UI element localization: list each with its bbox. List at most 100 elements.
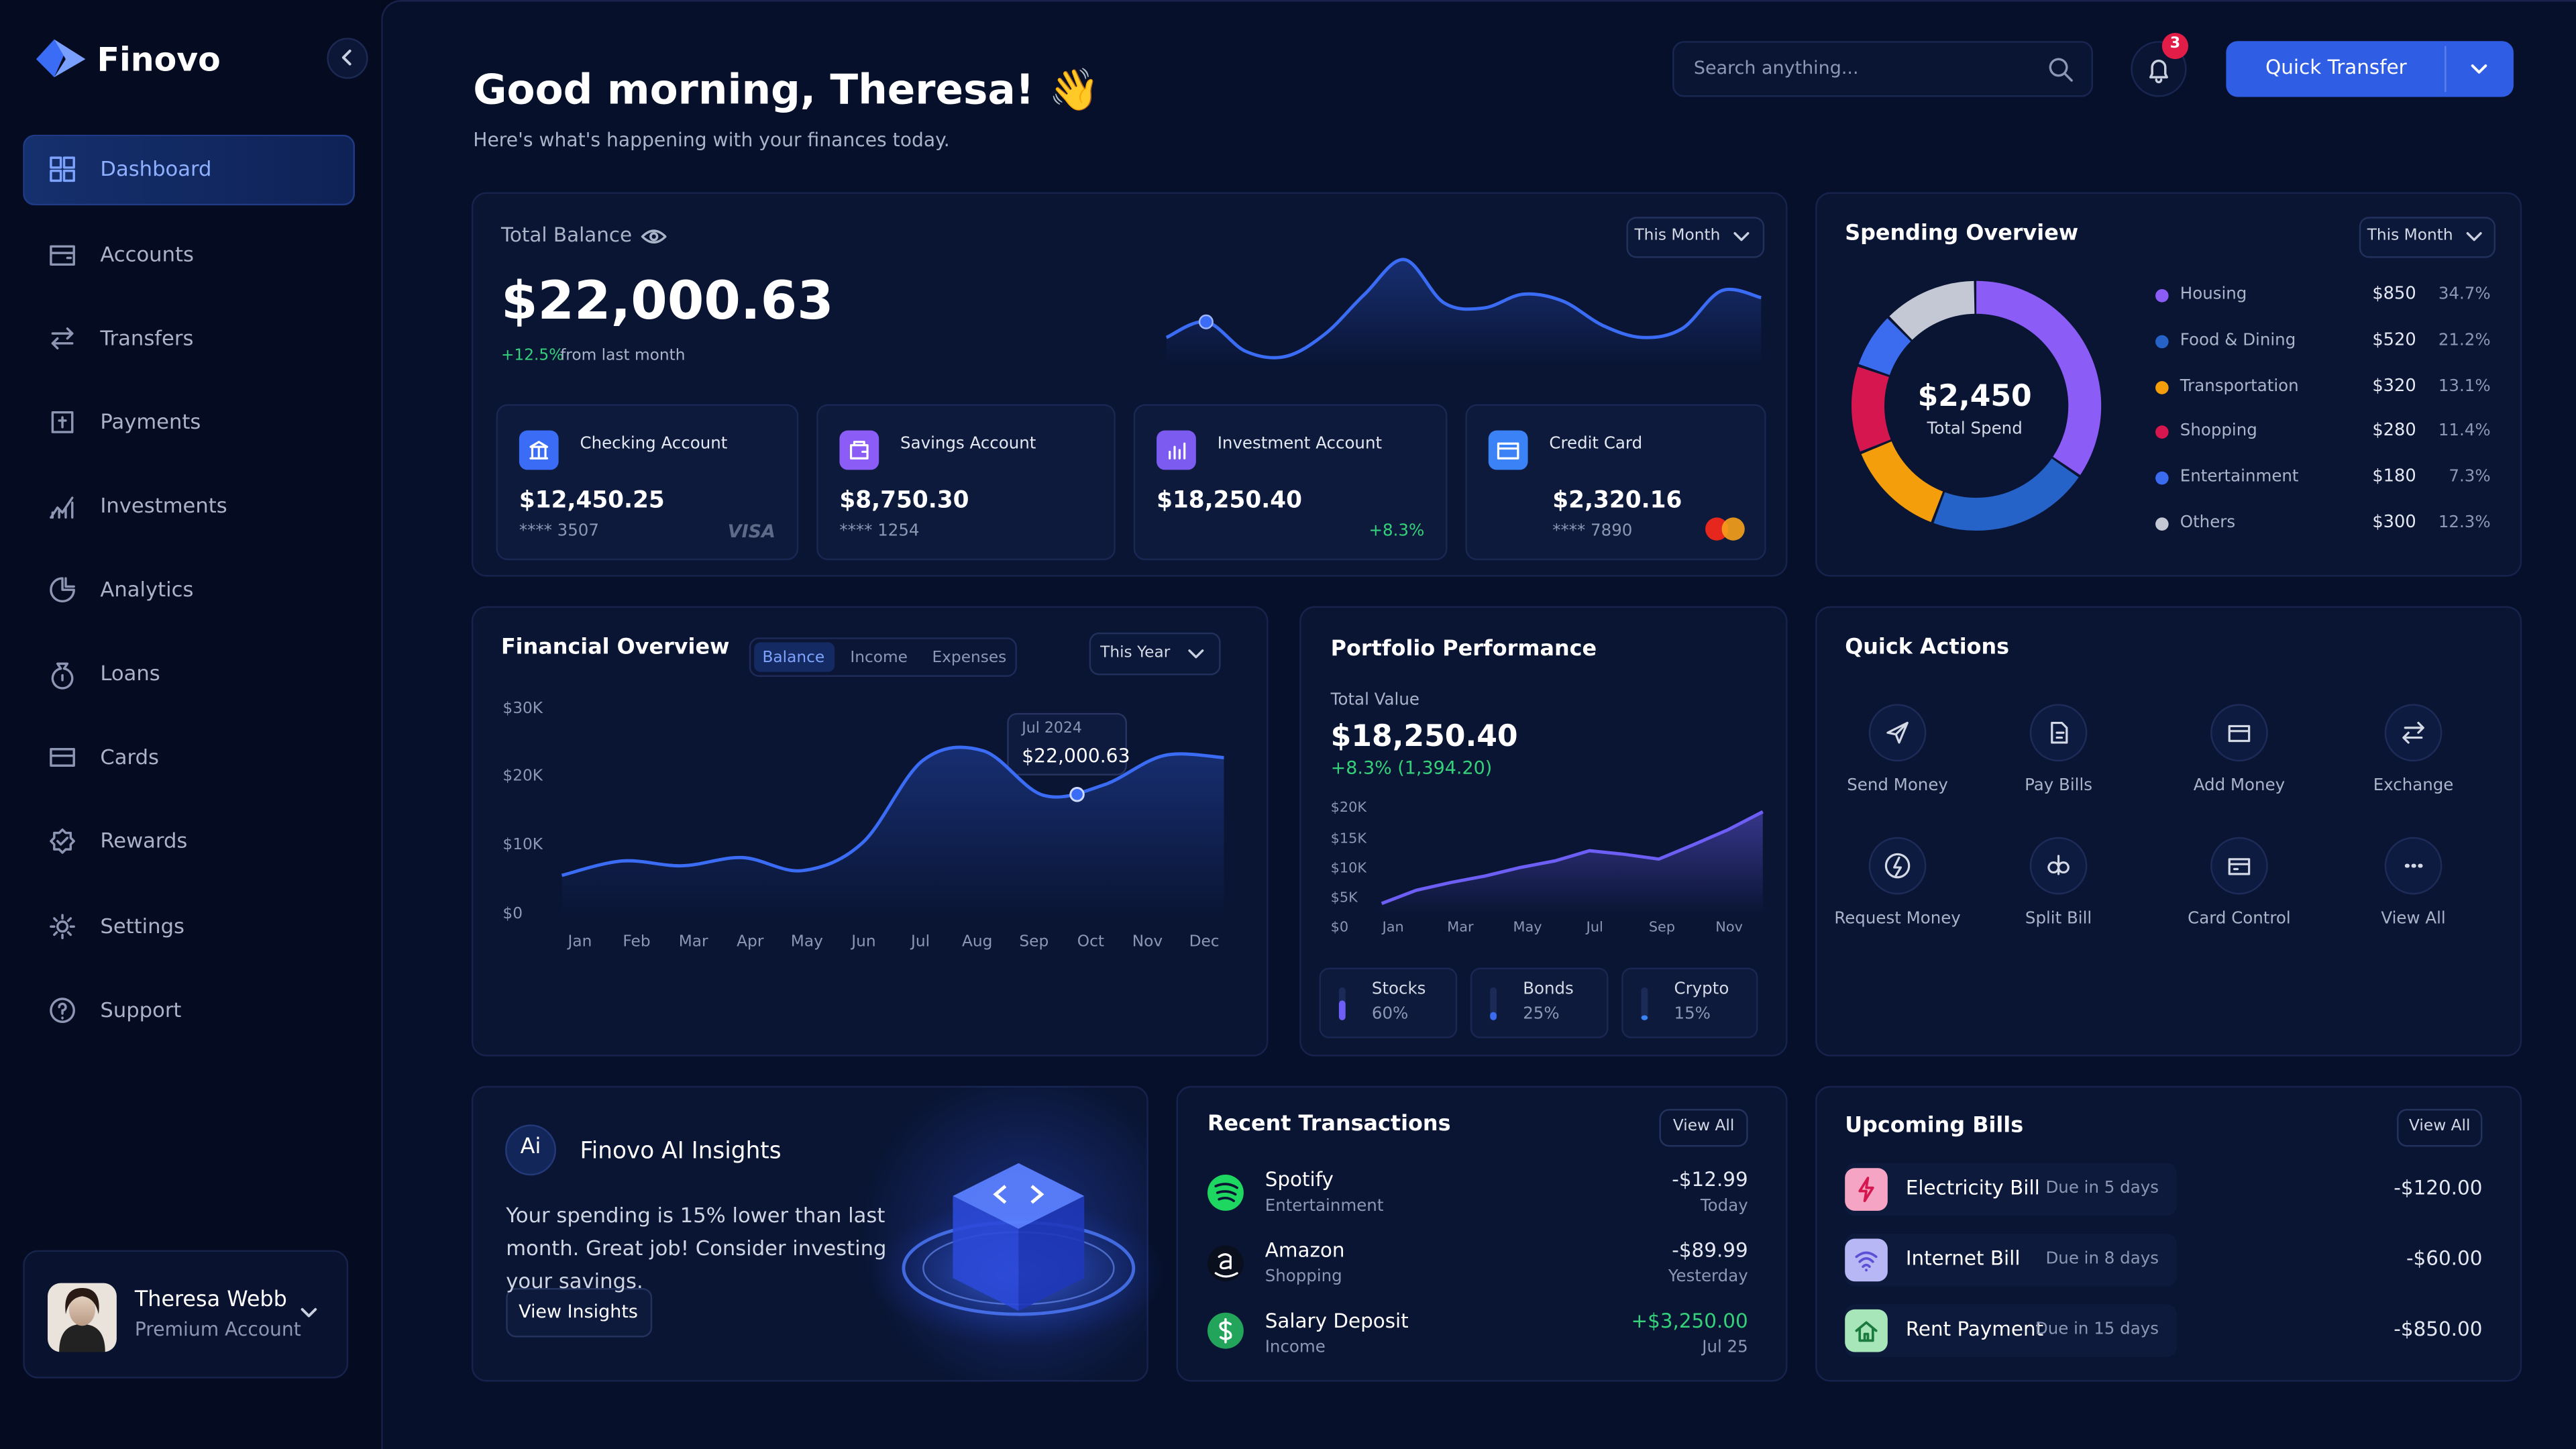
legend-amount: $300	[2372, 513, 2416, 533]
legend-dot	[2155, 335, 2169, 349]
tab-active[interactable]	[754, 642, 835, 672]
account-card[interactable]	[496, 404, 799, 561]
transaction-amount: +$3,250.00	[1631, 1309, 1748, 1333]
quick-transfer-label[interactable]: Quick Transfer	[2265, 56, 2407, 79]
bill-row[interactable]	[1845, 1163, 2177, 1216]
view-all-button[interactable]	[2397, 1109, 2483, 1147]
bill-amount: -$850.00	[2394, 1318, 2483, 1341]
action-label[interactable]: Request Money	[1834, 910, 1961, 929]
collapse-button[interactable]	[327, 38, 368, 79]
nav-item[interactable]: Accounts	[100, 241, 194, 266]
nav-icon	[50, 156, 75, 182]
transaction-date: Yesterday	[1668, 1269, 1748, 1287]
ai-cube-symbol	[993, 1185, 1044, 1204]
x-tick-label: May	[1513, 920, 1542, 937]
bill-row[interactable]	[1845, 1304, 2177, 1357]
nav-item[interactable]: Cards	[100, 743, 159, 769]
avatar	[65, 1288, 99, 1315]
search-box[interactable]	[1672, 41, 2094, 97]
nav-icon	[50, 577, 75, 603]
notification-badge	[2161, 32, 2189, 60]
transaction-name: Salary Deposit	[1265, 1309, 1409, 1333]
amazon-logo	[1214, 1253, 1238, 1278]
nav-item[interactable]: Analytics	[100, 576, 194, 601]
action-label[interactable]: Card Control	[2188, 910, 2291, 929]
dropdown-icon	[2466, 232, 2482, 241]
nav-icon	[51, 662, 74, 690]
quick-actions-card	[1815, 606, 2522, 1057]
legend-label: Others	[2180, 515, 2236, 533]
nav-item[interactable]: Rewards	[100, 827, 188, 853]
account-name: Savings Account	[900, 435, 1036, 454]
legend-label: Food & Dining	[2180, 332, 2296, 351]
period-label[interactable]: This Month	[2367, 226, 2453, 245]
card-title: Portfolio Performance	[1330, 638, 1597, 663]
notification-count: 3	[2169, 36, 2181, 53]
period-label[interactable]: This Year	[1100, 643, 1171, 662]
nav-item[interactable]: Investments	[100, 492, 227, 517]
period-dropdown[interactable]	[1626, 217, 1765, 258]
bill-due: Due in 8 days	[2045, 1250, 2159, 1269]
allocation-track	[1641, 987, 1648, 1020]
action-label[interactable]: Split Bill	[2025, 910, 2092, 929]
account-number: **** 1254	[839, 523, 920, 541]
action-label[interactable]: Send Money	[1847, 777, 1948, 796]
action-label[interactable]: Exchange	[2373, 777, 2454, 796]
nav-item[interactable]: Dashboard	[100, 156, 212, 180]
nav-icon	[50, 496, 74, 519]
search-placeholder[interactable]: Search anything...	[1693, 57, 1859, 78]
legend-dot	[2155, 425, 2169, 439]
ai-text: Your spending is 15% lower than last mon…	[506, 1202, 887, 1293]
legend-label: Transportation	[2180, 378, 2299, 397]
view-all[interactable]: View All	[2409, 1116, 2471, 1135]
x-tick-label: Mar	[678, 932, 708, 951]
view-insights-button[interactable]	[506, 1288, 653, 1338]
x-tick-label: Feb	[623, 932, 651, 951]
account-glyph	[529, 441, 549, 460]
dropdown-icon	[2471, 64, 2487, 74]
y-tick-label: $10K	[502, 836, 543, 855]
bill-due: Due in 5 days	[2045, 1180, 2159, 1199]
nav-active[interactable]	[23, 134, 355, 206]
nav-item[interactable]: Settings	[100, 913, 184, 938]
legend-dot	[2155, 517, 2169, 531]
ai-cube	[953, 1195, 1019, 1311]
view-insights-label[interactable]: View Insights	[519, 1300, 638, 1322]
nav-icon	[50, 828, 75, 854]
nav-item[interactable]: Transfers	[100, 325, 194, 350]
tab[interactable]: Balance	[762, 648, 825, 667]
account-card[interactable]	[1133, 404, 1448, 561]
quick-transfer-button[interactable]	[2226, 41, 2514, 97]
legend-amount: $520	[2372, 330, 2416, 350]
tab[interactable]: Expenses	[932, 648, 1007, 667]
account-card[interactable]	[816, 404, 1116, 561]
bill-icon	[1845, 1168, 1888, 1211]
view-all-button[interactable]	[1659, 1109, 1748, 1147]
nav-item[interactable]: Support	[100, 996, 182, 1022]
account-amount: $18,250.40	[1157, 487, 1303, 514]
bill-amount: -$120.00	[2394, 1176, 2483, 1199]
bell-icon	[2149, 59, 2168, 84]
action-button	[2210, 837, 2268, 895]
account-glyph	[1169, 442, 1186, 460]
period-label[interactable]: This Month	[1634, 226, 1721, 245]
y-tick-label: $10K	[1330, 860, 1367, 877]
nav-item[interactable]: Payments	[100, 409, 201, 433]
nav-item[interactable]: Loans	[100, 659, 160, 685]
tab[interactable]: Income	[850, 648, 908, 667]
action-label[interactable]: Add Money	[2193, 777, 2286, 796]
x-tick-label: May	[790, 932, 823, 951]
ai-badge-label: Ai	[520, 1136, 541, 1161]
action-label[interactable]: Pay Bills	[2025, 777, 2093, 796]
x-tick-label: Mar	[1447, 920, 1474, 937]
view-all[interactable]: View All	[1672, 1116, 1735, 1135]
account-icon	[1157, 430, 1196, 470]
x-tick-label: Aug	[961, 932, 993, 951]
bill-row[interactable]	[1845, 1234, 2177, 1287]
button-divider	[2445, 46, 2447, 93]
action-label[interactable]: View All	[2381, 910, 2446, 929]
transaction-category: Entertainment	[1265, 1198, 1384, 1217]
eye-icon	[641, 229, 667, 244]
account-amount: $12,450.25	[519, 487, 665, 514]
